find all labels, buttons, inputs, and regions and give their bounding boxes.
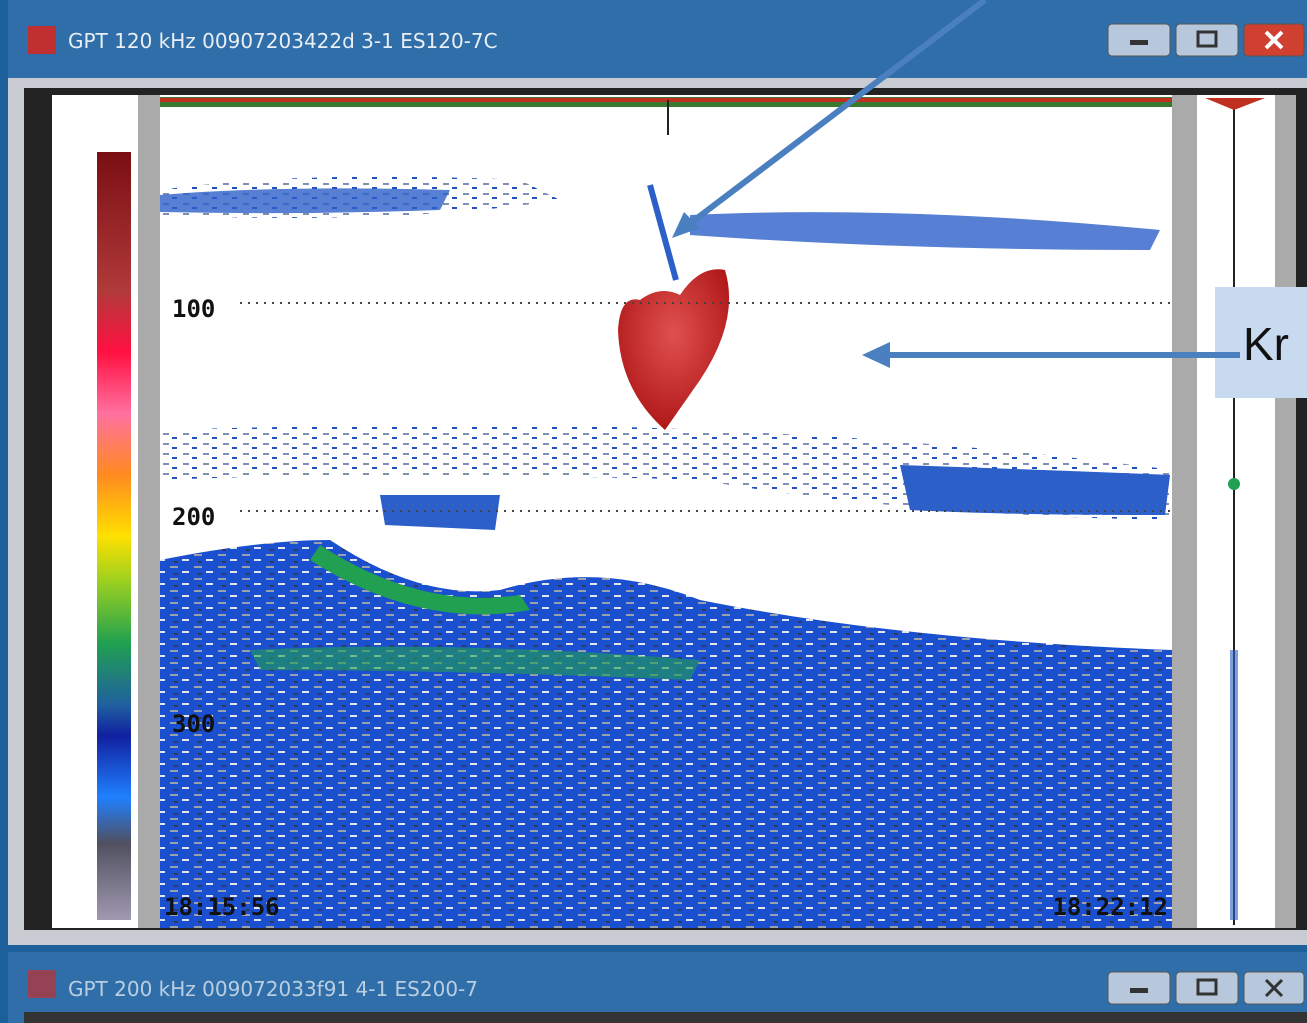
- window-title: GPT 200 kHz 009072033f91 4-1 ES200-7: [68, 977, 478, 1001]
- title-bar: [8, 952, 1307, 1023]
- separator: [138, 95, 160, 928]
- annotation-box: [1215, 287, 1307, 398]
- depth-label: 100: [172, 295, 215, 323]
- maximize-button[interactable]: [1175, 971, 1239, 1005]
- close-button[interactable]: [1243, 971, 1305, 1005]
- colorbar: [97, 152, 131, 920]
- app-icon: [28, 26, 56, 54]
- depth-label: 200: [172, 503, 215, 531]
- window-title: GPT 120 kHz 00907203422d 3-1 ES120-7C: [68, 29, 498, 53]
- annotation-label: Kr: [1243, 318, 1289, 370]
- depth-label: 300: [172, 710, 215, 738]
- start-time: 18:15:56: [164, 893, 280, 921]
- echogram: [160, 95, 1172, 928]
- close-button[interactable]: [1243, 23, 1305, 57]
- separator: [1172, 95, 1197, 928]
- app-icon: [28, 970, 56, 998]
- minimize-button[interactable]: [1107, 23, 1171, 57]
- end-time: 18:22:12: [1052, 893, 1168, 921]
- title-bar: [8, 0, 1307, 78]
- minimize-button[interactable]: [1107, 971, 1171, 1005]
- maximize-button[interactable]: [1175, 23, 1239, 57]
